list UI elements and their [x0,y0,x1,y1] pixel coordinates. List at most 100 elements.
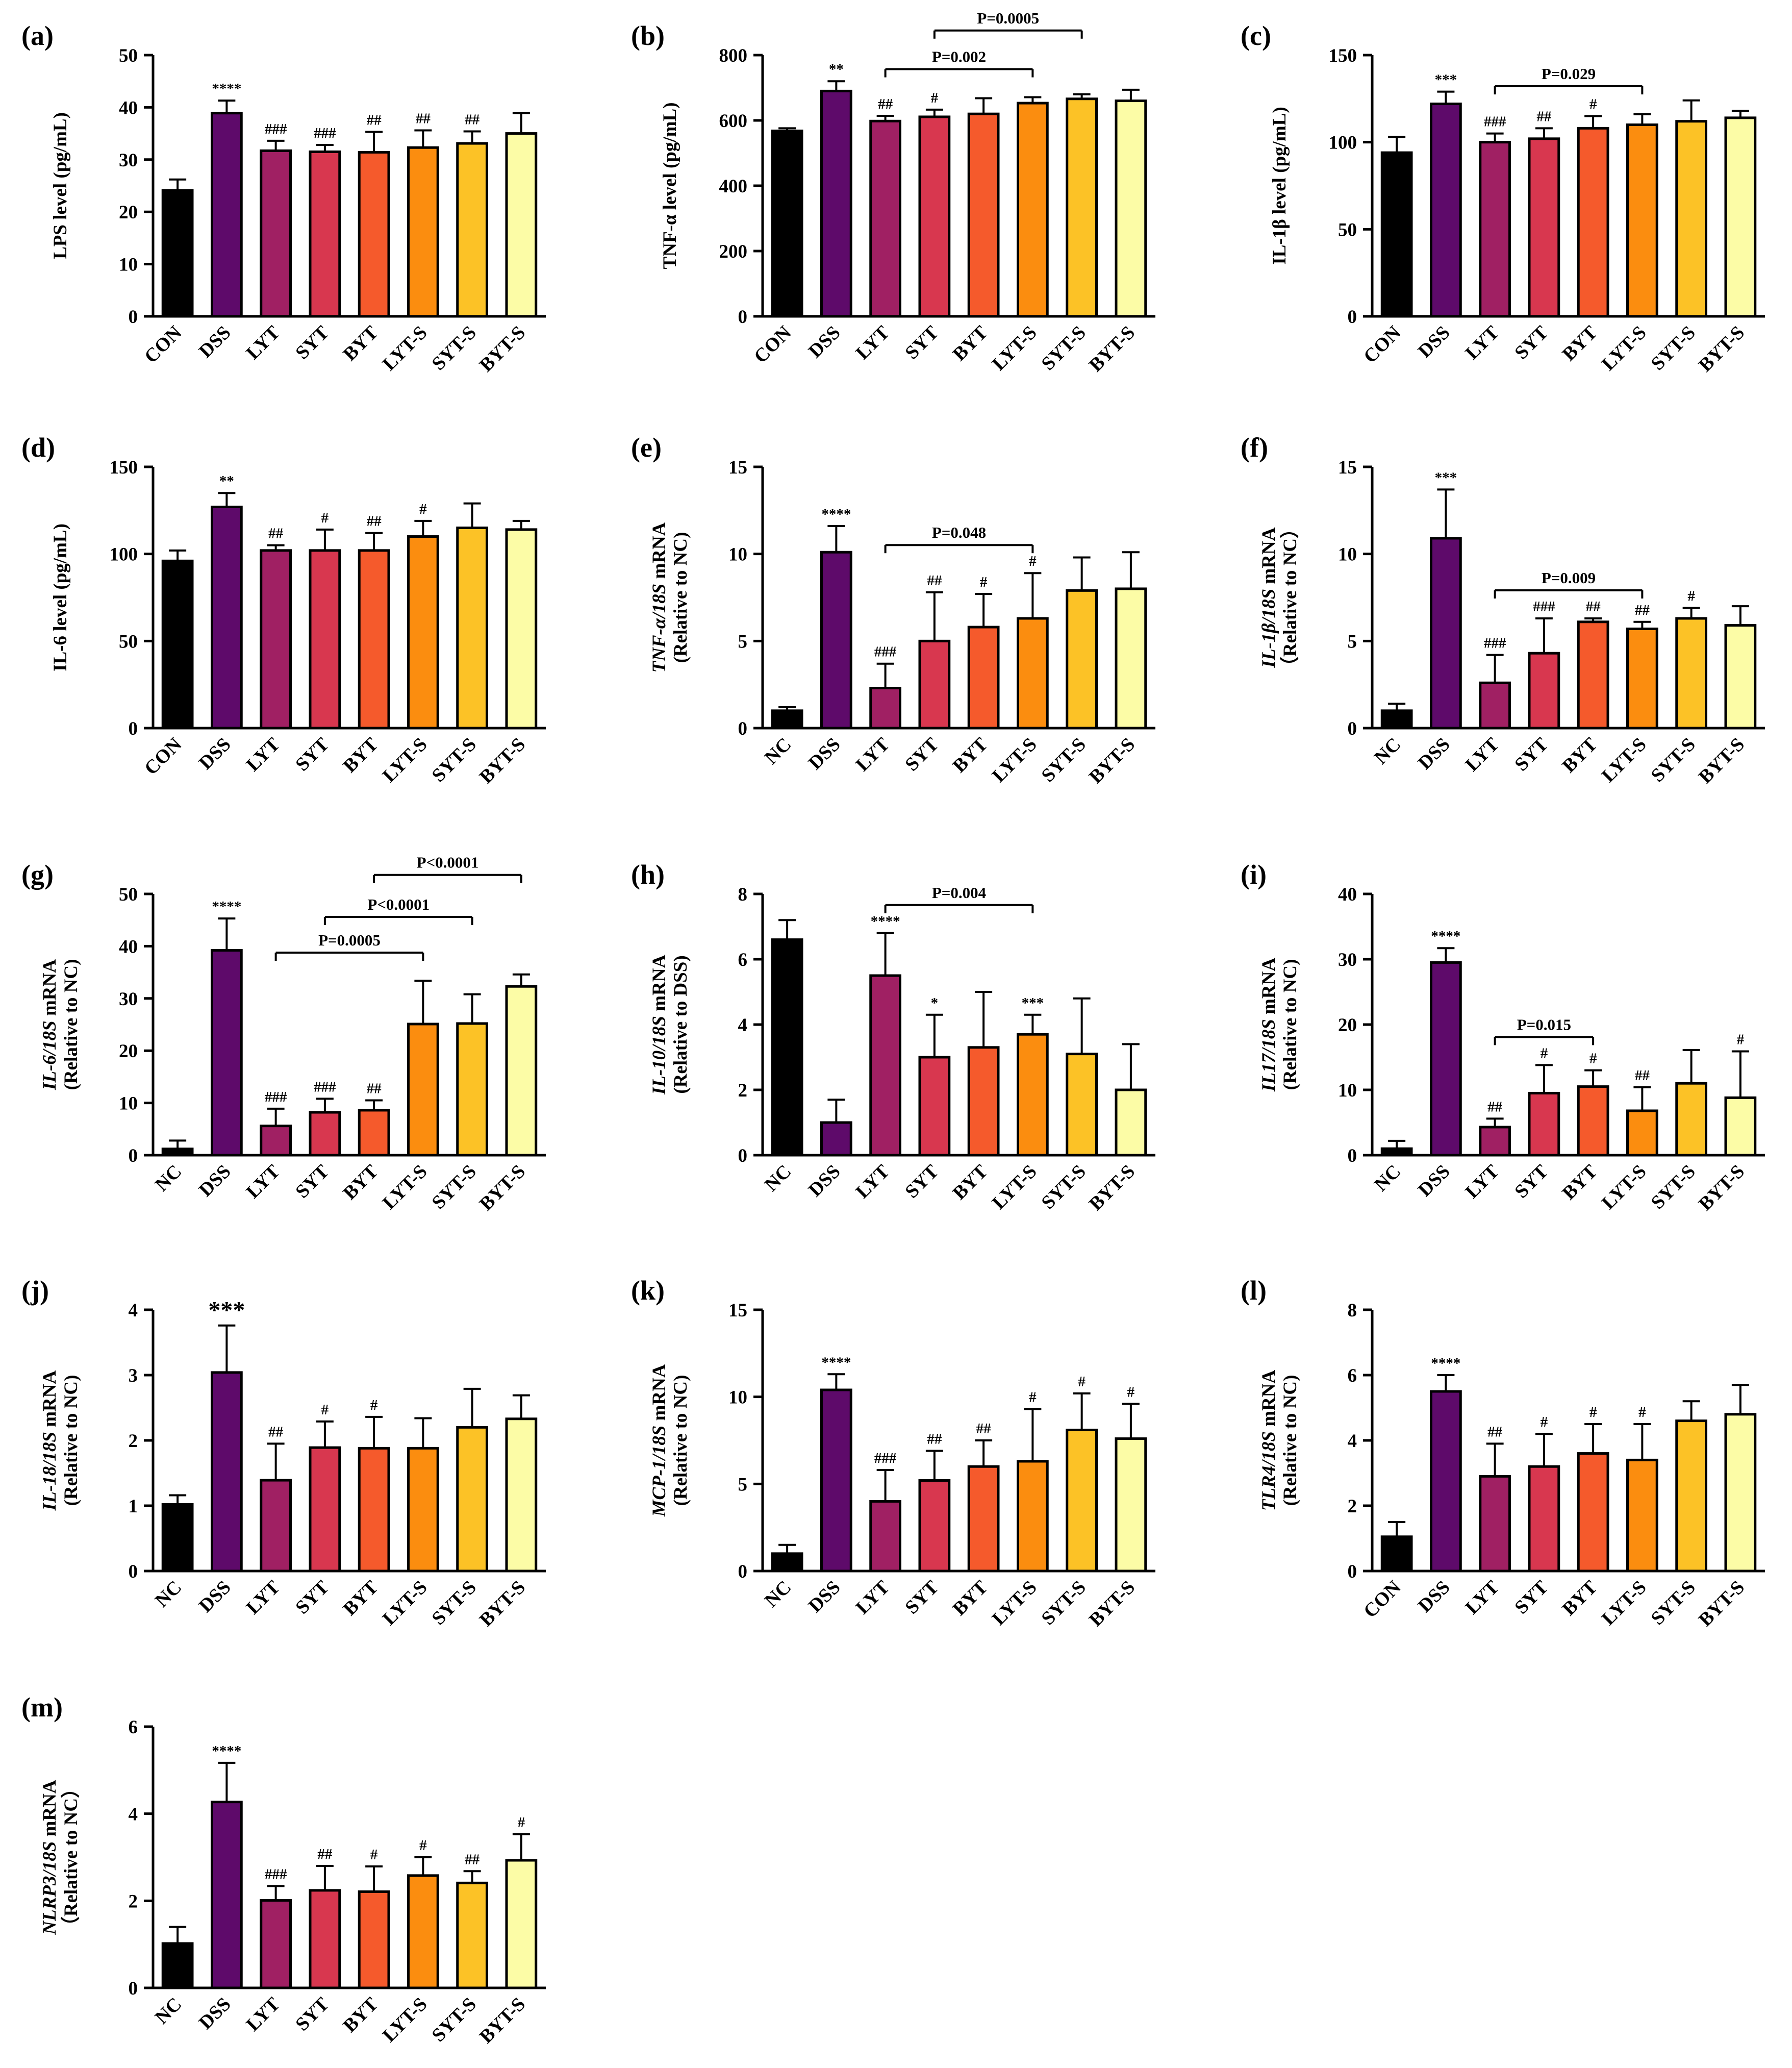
y-tick-label: 200 [719,241,748,262]
chart-panel: (b) 0 200 400 600 800 TNF-α level (pg/mL) CON **… [631,9,1155,376]
significance-label: # [1737,1031,1745,1048]
y-axis-title-part: IL17/18S [1258,1019,1279,1092]
category-label: BYT [339,1161,383,1204]
bar [407,535,439,730]
significance-label: ## [317,1846,333,1862]
chart-panel: (g) 0 10 20 30 40 50 IL-6/18S mRNA(Relative to … [21,854,546,1215]
bar [407,1023,439,1157]
category-label: SYT-S [1647,1577,1700,1629]
category-label: SYT-S [428,1994,481,2046]
bar [918,115,951,318]
y-tick-label: 6 [1348,1365,1357,1386]
significance-label: ## [1586,599,1601,615]
significance-label: **** [1431,1355,1460,1372]
bar [820,89,852,318]
bar [260,1899,292,1989]
category-label: SYT [901,734,943,776]
category-label: SYT [901,1161,943,1203]
category-label: LYT-S [1598,734,1651,787]
category-label: CON [750,322,795,367]
y-axis-title-part: （Relative to NC） [60,1779,82,1935]
significance-label: * [931,995,939,1011]
y-tick-label: 100 [1329,133,1357,154]
y-tick-label: 5 [738,631,748,652]
significance-label: # [1541,1414,1548,1430]
y-tick-label: 15 [728,457,747,478]
category-label: BYT-S [1695,734,1749,788]
category-label: LYT [242,1994,284,2035]
y-axis-title-part: IL-6/18S [39,1020,60,1090]
significance-label: ### [314,1079,336,1095]
significance-label: **** [821,506,851,522]
bar [407,1447,439,1573]
bar [1577,1452,1609,1573]
bar [918,1479,951,1573]
bar [1626,1109,1658,1157]
panel-label: (f) [1241,432,1268,463]
category-label: DSS [195,1577,235,1617]
bar [1675,1082,1707,1157]
bar [505,1417,538,1573]
category-label: DSS [804,734,845,774]
category-label: LYT-S [378,734,432,787]
significance-label: ### [1484,635,1506,652]
chart-panel: (j) 0 1 2 3 4 IL-18/18S mRNA(Relative to NC) NC… [21,1275,546,1631]
comparison-p-value: P=0.048 [932,524,986,541]
comparison-p-value: P<0.0001 [367,895,430,913]
panel-label: (g) [21,859,54,890]
category-label: CON [1359,322,1405,367]
category-label: BYT [339,1577,383,1620]
y-axis-title-part: mRNA [1258,958,1279,1019]
category-label: LYT [852,322,894,364]
y-axis-title-part: mRNA [1258,1369,1279,1431]
significance-label: *** [208,1297,245,1324]
bar [1577,127,1609,318]
y-tick-label: 0 [129,1145,138,1166]
significance-label: ### [1484,114,1506,130]
y-axis-title-part: TNF-α level (pg/mL) [660,103,680,269]
y-axis-title-part: mRNA [649,1364,670,1426]
bar [1066,1053,1098,1157]
bar [505,132,538,318]
y-tick-label: 10 [1338,1080,1357,1101]
category-label: BYT-S [1085,734,1139,788]
y-axis-title-part: IL-18/18S [39,1432,60,1511]
category-label: SYT [1510,322,1552,364]
y-tick-label: 400 [719,176,748,197]
significance-label: # [419,501,427,517]
chart-panel: (f) 0 5 10 15 IL-1β/18S mRNA（Relative to NC） N… [1241,432,1765,788]
y-tick-label: 0 [129,1978,138,1999]
bar [1017,617,1049,730]
bar [260,149,292,318]
bar [1528,1091,1560,1157]
significance-label: # [1589,1051,1597,1067]
y-tick-label: 2 [129,1431,138,1452]
category-label: LYT-S [378,1161,432,1214]
y-tick-label: 30 [119,150,138,171]
category-label: LYT-S [378,1577,432,1630]
category-label: BYT-S [1085,1161,1139,1215]
bar [771,1552,803,1573]
bar [1528,137,1560,318]
significance-label: ### [1533,599,1555,615]
y-axis-title-part: IL-1β/18S [1258,589,1279,668]
significance-label: ## [1487,1099,1503,1115]
category-label: BYT-S [475,734,529,788]
category-label: DSS [195,1161,235,1201]
category-label: LYT [852,734,894,776]
bar [309,1111,341,1157]
y-tick-label: 20 [119,1041,138,1062]
y-axis-title: LPS level (pg/mL) [50,112,71,259]
bar [1430,537,1462,730]
category-label: NC [151,1994,186,2029]
y-tick-label: 40 [1338,884,1357,905]
significance-label: # [1687,588,1695,604]
category-label: SYT-S [1038,1161,1090,1213]
category-label: SYT [1510,1577,1552,1618]
y-tick-label: 4 [129,1804,138,1825]
bar [407,1874,439,1989]
y-axis-title: NLRP3/18S mRNA（Relative to NC） [39,1779,82,1935]
bar [1017,1033,1049,1157]
bar [358,1447,390,1573]
